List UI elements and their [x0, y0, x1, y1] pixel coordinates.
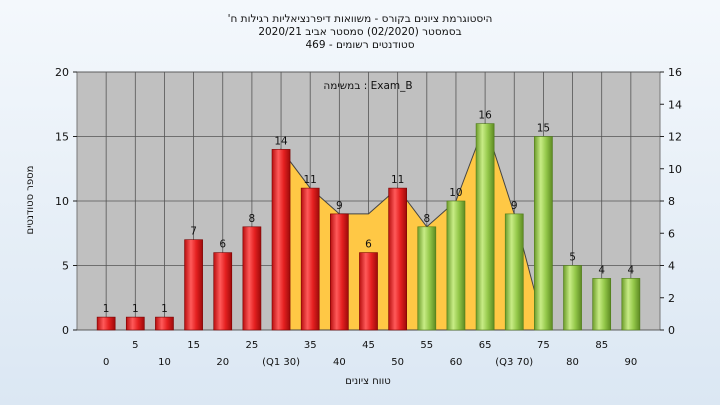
- y2-tick-label: 2: [668, 292, 675, 305]
- bar-17: [592, 278, 612, 331]
- bar-2: [155, 316, 174, 331]
- data-label-13: 16: [478, 110, 492, 122]
- bars-group: [96, 123, 641, 331]
- y2-tick-label: 10: [668, 163, 682, 176]
- bar-15: [534, 136, 553, 331]
- y-tick-label: 20: [55, 66, 69, 79]
- data-label-1: 1: [132, 303, 139, 315]
- data-label-4: 6: [219, 239, 226, 251]
- y2-tick-label: 12: [668, 131, 682, 144]
- x-tick-label-11: 55: [420, 340, 433, 351]
- bar-1: [125, 316, 145, 331]
- y2-tick-label: 4: [668, 260, 675, 273]
- x-tick-label-18: 90: [624, 357, 637, 368]
- data-label-18: 4: [628, 264, 635, 276]
- data-label-17: 4: [598, 264, 605, 276]
- x-tick-label-16: 80: [566, 357, 579, 368]
- y2-tick-label: 14: [668, 98, 682, 111]
- x-tick-label-3: 15: [187, 340, 200, 351]
- x-tick-label-6: (Q1 30): [262, 357, 300, 368]
- y2-tick-label: 8: [668, 195, 675, 208]
- y2-tick-label: 6: [668, 227, 675, 240]
- x-tick-label-4: 20: [216, 357, 229, 368]
- bar-12: [446, 200, 466, 331]
- y-axis-right-ticks: 0 2 4 6 8 10 12 14 16: [660, 66, 682, 337]
- bar-6: [271, 149, 291, 331]
- y-tick-label: 5: [62, 260, 69, 273]
- data-label-7: 11: [304, 174, 317, 186]
- bar-10: [388, 187, 407, 331]
- x-tick-label-13: 65: [479, 340, 492, 351]
- data-label-12: 10: [449, 187, 462, 199]
- x-tick-label-12: 60: [450, 357, 463, 368]
- x-axis-label: טווח ציונים: [345, 376, 390, 387]
- x-tick-label-0: 0: [103, 357, 109, 368]
- x-tick-label-14: (Q3 70): [495, 357, 533, 368]
- bar-3: [184, 239, 203, 331]
- y-tick-label: 10: [55, 195, 69, 208]
- data-label-11: 8: [423, 213, 430, 225]
- x-tick-label-8: 40: [333, 357, 346, 368]
- y-axis-left-ticks: 0 5 10 15 20: [55, 66, 77, 337]
- bar-5: [242, 226, 262, 331]
- y-tick-label: 0: [62, 324, 69, 337]
- bar-14: [504, 213, 524, 331]
- bar-18: [621, 278, 641, 331]
- data-label-16: 5: [569, 252, 576, 264]
- x-axis-ticks: 0 5 10 15 20 25(Q1 30) 35 40 45 50 55 60 65(Q3 70) 75…: [103, 340, 637, 368]
- bar-13: [475, 123, 495, 331]
- x-tick-label-5: 25: [246, 340, 259, 351]
- x-tick-label-2: 10: [158, 357, 171, 368]
- data-label-2: 1: [161, 303, 168, 315]
- y2-tick-label: 16: [668, 66, 682, 79]
- bar-0: [96, 316, 116, 331]
- chart-title-line-1: 'היסטוגרמת ציונים בקורס - משוואות דיפרנצ…: [228, 13, 493, 25]
- bar-7: [300, 187, 320, 331]
- bar-16: [563, 265, 582, 331]
- chart-title-line-3: סטודנטים רשומים - 469: [305, 39, 414, 51]
- data-label-15: 15: [537, 123, 550, 135]
- data-label-3: 7: [190, 226, 197, 238]
- data-label-8: 9: [336, 200, 343, 212]
- data-label-0: 1: [103, 303, 110, 315]
- data-label-14: 9: [511, 200, 518, 212]
- bar-8: [330, 213, 349, 331]
- bar-9: [359, 252, 378, 331]
- y-tick-label: 15: [55, 131, 69, 144]
- bar-4: [213, 252, 233, 331]
- y-axis-label: מספר סטודנטים: [25, 166, 36, 235]
- x-tick-label-9: 45: [362, 340, 375, 351]
- data-label-9: 6: [365, 239, 372, 251]
- x-tick-label-10: 50: [391, 357, 404, 368]
- y2-tick-label: 0: [668, 324, 675, 337]
- data-label-10: 11: [391, 174, 404, 186]
- x-tick-label-17: 85: [595, 340, 608, 351]
- chart-annotation: במשימה : Exam_B: [323, 80, 412, 92]
- bar-11: [417, 226, 437, 331]
- x-tick-label-1: 5: [132, 340, 138, 351]
- x-tick-label-7: 35: [304, 340, 317, 351]
- chart-title-line-2: בסמסטר (02/2020) סמסטר אביב 2020/21: [258, 26, 461, 38]
- data-label-5: 8: [249, 213, 256, 225]
- data-label-6: 14: [274, 135, 288, 147]
- x-tick-label-15: 75: [537, 340, 550, 351]
